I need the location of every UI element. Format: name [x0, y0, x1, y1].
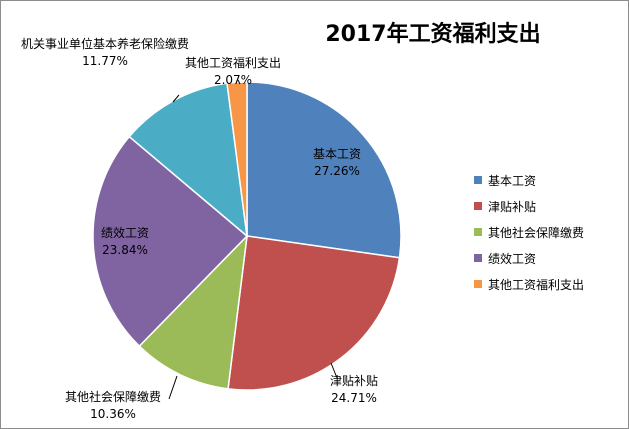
legend-label-2: 津贴补贴: [488, 200, 536, 214]
slice-label-name: 机关事业单位基本养老保险缴费: [21, 36, 189, 51]
slice-label-1: 基本工资 27.26%: [313, 147, 361, 178]
slice-label-2: 津贴补贴 24.71%: [330, 374, 378, 405]
pie-slice-1: [246, 81, 402, 259]
slice-labels: 基本工资 27.26% 津贴补贴 24.71% 其他社会保障缴费 10.36% 绩效工资 23…: [21, 36, 378, 421]
leader-line-5: [172, 94, 180, 103]
legend-swatch-2: [474, 202, 482, 210]
slice-label-value: 11.77%: [82, 54, 128, 68]
legend-label-4: 绩效工资: [488, 251, 536, 266]
slice-label-3: 其他社会保障缴费 10.36%: [65, 389, 161, 421]
legend-label-5: 其他工资福利支出: [488, 277, 584, 292]
legend-swatch-5: [474, 280, 482, 288]
leader-line-2: [330, 362, 338, 379]
pie-slice-5: [128, 82, 248, 238]
legend-label-1: 基本工资: [488, 174, 536, 188]
leader-line-6: [237, 79, 241, 85]
slice-label-value: 23.84%: [102, 243, 148, 257]
pie-slices: [92, 81, 402, 391]
pie-slice-3: [138, 233, 249, 390]
slice-label-value: 24.71%: [331, 391, 377, 405]
legend-label-3: 其他社会保障缴费: [488, 225, 584, 240]
pie-slice-6: [226, 81, 248, 237]
pie-slice-4: [92, 135, 249, 348]
slice-label-value: 2.07%: [214, 73, 252, 87]
legend-swatch-3: [474, 228, 482, 236]
slice-label-value: 10.36%: [90, 407, 136, 421]
slice-label-4: 绩效工资 23.84%: [101, 225, 149, 257]
pie-slice-2: [227, 235, 401, 391]
leader-line-3: [168, 375, 178, 400]
slice-label-6: 其他工资福利支出 2.07%: [185, 55, 281, 87]
legend-swatch-1: [474, 176, 482, 184]
leader-lines: [168, 79, 338, 400]
slice-label-name: 基本工资: [313, 147, 361, 161]
slice-label-name: 绩效工资: [101, 225, 149, 240]
chart-title: 2017年工资福利支出: [325, 21, 540, 47]
legend-swatch-4: [474, 254, 482, 262]
slice-label-5: 机关事业单位基本养老保险缴费 11.77%: [21, 36, 189, 68]
slice-label-value: 27.26%: [314, 164, 360, 178]
slice-label-name: 津贴补贴: [330, 374, 378, 388]
slice-label-name: 其他工资福利支出: [185, 55, 281, 70]
slice-label-name: 其他社会保障缴费: [65, 389, 161, 404]
